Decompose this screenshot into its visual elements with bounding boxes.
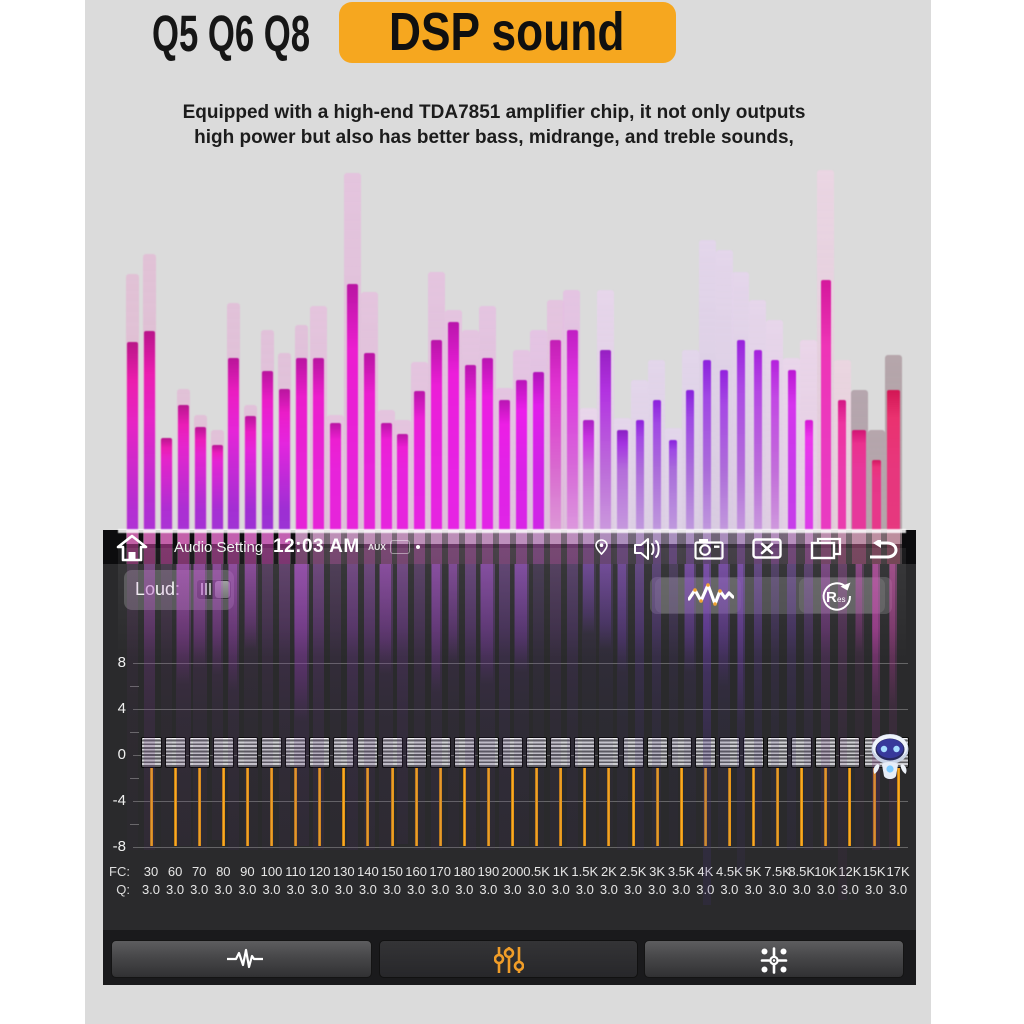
svg-text:es: es <box>837 595 845 604</box>
svg-text:R: R <box>826 589 837 606</box>
